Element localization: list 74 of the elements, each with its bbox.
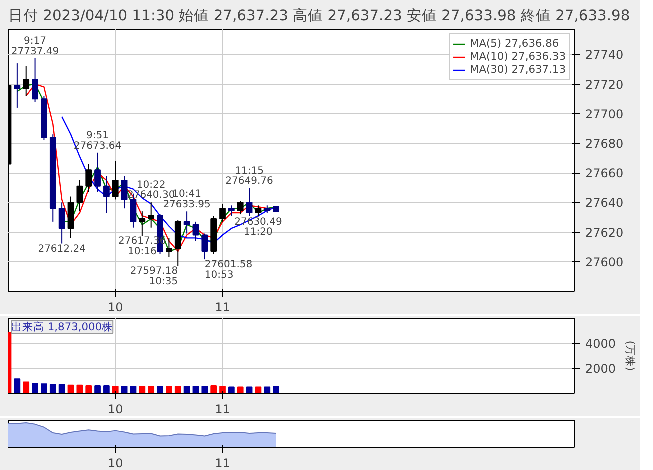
y-tick-label: 2000 bbox=[586, 362, 616, 376]
candlestick bbox=[86, 164, 92, 193]
bar bbox=[14, 378, 21, 394]
bar bbox=[220, 386, 226, 394]
candlestick bbox=[246, 188, 253, 217]
bar bbox=[41, 384, 48, 394]
annotation: 27597.18 10:35 bbox=[130, 266, 178, 288]
bar bbox=[121, 386, 128, 394]
bar bbox=[237, 386, 244, 394]
bar bbox=[32, 383, 38, 394]
x-tick-label: 11 bbox=[215, 456, 230, 470]
bar bbox=[94, 386, 101, 394]
candlestick bbox=[148, 202, 155, 228]
bar bbox=[23, 382, 30, 394]
x-tick-label: 10 bbox=[108, 300, 124, 314]
bar bbox=[157, 386, 164, 394]
candlestick bbox=[23, 66, 30, 97]
bar bbox=[104, 386, 110, 394]
annotation: 27612.24 bbox=[38, 244, 86, 255]
y-tick-label: 27700 bbox=[586, 107, 624, 122]
candlestick bbox=[14, 63, 21, 108]
candlestick bbox=[58, 202, 66, 244]
bar bbox=[130, 386, 137, 394]
bar bbox=[264, 386, 271, 394]
x-tick-label: 11 bbox=[215, 402, 230, 416]
candlestick bbox=[94, 152, 101, 193]
y-tick-label: 27680 bbox=[586, 136, 624, 151]
y-tick-label: 27740 bbox=[586, 48, 624, 62]
candlestick bbox=[202, 233, 208, 260]
legend-label: MA(5) 27,636.86 bbox=[470, 37, 560, 50]
candlestick bbox=[139, 211, 146, 237]
y-tick-label: 4000 bbox=[586, 337, 616, 351]
bar bbox=[184, 386, 190, 394]
candlestick bbox=[255, 205, 262, 218]
candlestick bbox=[32, 58, 38, 103]
annotation: 11:15 27649.76 bbox=[226, 166, 274, 188]
bar bbox=[192, 386, 200, 394]
y-tick-label: 27600 bbox=[586, 255, 624, 270]
annotation: 27601.58 10:53 bbox=[204, 260, 253, 282]
bar bbox=[50, 384, 56, 394]
x-tick-label: 11 bbox=[215, 300, 230, 314]
y-tick-label: 27640 bbox=[586, 196, 624, 210]
bar bbox=[273, 386, 280, 394]
bar bbox=[76, 384, 84, 394]
bar bbox=[148, 386, 155, 394]
candlestick bbox=[220, 204, 226, 222]
y-axis-title: (万株) bbox=[624, 340, 638, 372]
bar bbox=[139, 386, 146, 394]
candlestick bbox=[192, 221, 200, 242]
y-tick-label: 27620 bbox=[586, 226, 624, 240]
bar bbox=[228, 386, 235, 394]
candlestick bbox=[104, 176, 110, 214]
bar bbox=[202, 386, 208, 394]
y-tick-label: 27660 bbox=[586, 166, 624, 181]
y-tick-label: 27720 bbox=[586, 78, 624, 92]
candlestick bbox=[228, 205, 235, 217]
bar bbox=[86, 386, 92, 394]
candlestick bbox=[184, 211, 190, 234]
bar bbox=[174, 386, 182, 394]
candlestick bbox=[76, 180, 84, 212]
candlestick bbox=[166, 238, 172, 258]
annotation: 9:17 27737.49 bbox=[11, 36, 60, 58]
chart-title: 日付 2023/04/10 11:30 始値 27,637.23 高値 27,637.23 安値 27,633.98 終値 27,633.98 bbox=[8, 8, 630, 24]
chart-title: 出来高 1,873,000株 bbox=[12, 320, 114, 334]
bar bbox=[210, 386, 218, 394]
candlestick bbox=[237, 200, 244, 216]
legend-label: MA(30) 27,637.13 bbox=[470, 63, 566, 76]
x-tick-label: 10 bbox=[108, 402, 124, 416]
x-tick-label: 10 bbox=[108, 456, 124, 470]
candlestick bbox=[112, 160, 119, 200]
bar bbox=[166, 386, 172, 394]
candlestick bbox=[121, 176, 128, 210]
legend-label: MA(10) 27,636.33 bbox=[470, 50, 566, 63]
bar bbox=[112, 386, 119, 394]
